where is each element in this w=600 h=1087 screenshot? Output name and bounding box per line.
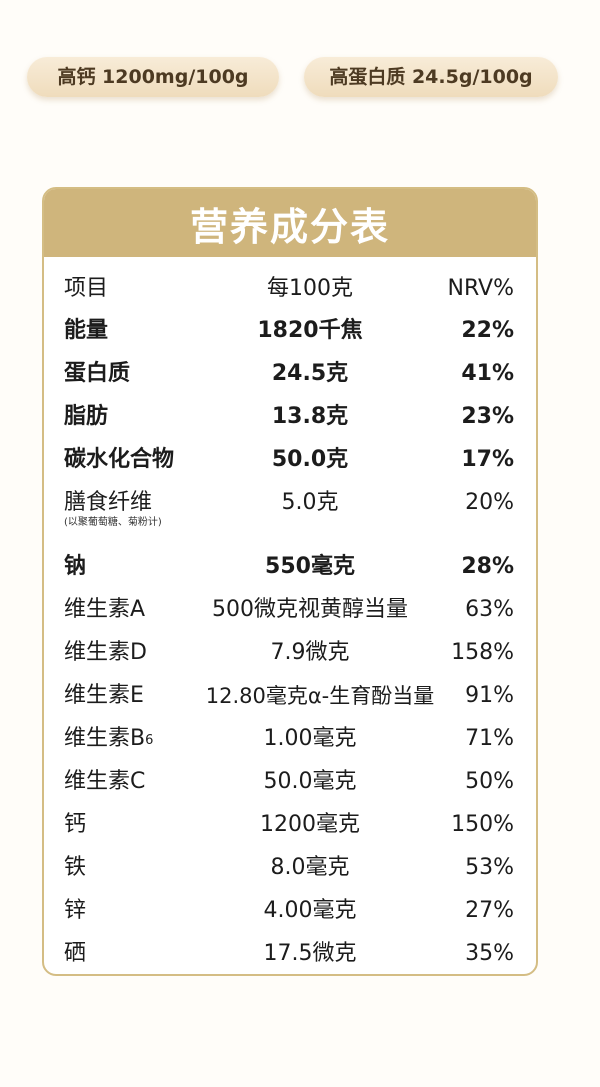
- panel-header: 营养成分表: [44, 189, 536, 257]
- header-nrv: NRV%: [447, 276, 515, 301]
- row-item: 维生素D: [64, 640, 147, 665]
- table-row: 钙 1200毫克 150%: [44, 805, 536, 845]
- table-header-row: 项目 每100克 NRV%: [44, 269, 536, 309]
- row-item-text: 维生素B: [64, 726, 146, 751]
- panel-title: 营养成分表: [189, 204, 390, 249]
- calcium-badge: 高钙 1200mg/100g: [27, 57, 279, 97]
- row-value: 12.80毫克α-生育酚当量: [205, 684, 435, 708]
- row-nrv: 23%: [461, 404, 514, 429]
- row-nrv: 71%: [465, 726, 514, 751]
- nutrition-facts-panel: 营养成分表 项目 每100克 NRV% 能量 1820千焦 22% 蛋白质 24…: [42, 187, 538, 976]
- row-nrv: 53%: [465, 855, 514, 880]
- table-row: 膳食纤维 (以聚葡萄糖、菊粉计) 5.0克 20%: [44, 483, 536, 528]
- table-row: 铁 8.0毫克 53%: [44, 848, 536, 888]
- row-nrv: 20%: [465, 490, 514, 515]
- row-nrv: 17%: [461, 447, 514, 472]
- table-row: 维生素D 7.9微克 158%: [44, 633, 536, 673]
- header-item: 项目: [64, 276, 109, 301]
- row-value: 17.5微克: [263, 941, 357, 966]
- row-item: 硒: [64, 941, 87, 966]
- row-item: 维生素E: [64, 683, 144, 708]
- table-row: 碳水化合物 50.0克 17%: [44, 440, 536, 480]
- row-item: 铁: [64, 855, 87, 880]
- row-value: 24.5克: [271, 361, 349, 386]
- table-row: 维生素B6 1.00毫克 71%: [44, 719, 536, 759]
- row-nrv: 150%: [451, 812, 514, 837]
- row-value: 1820千焦: [257, 318, 363, 343]
- row-item: 膳食纤维: [64, 490, 153, 515]
- row-nrv: 91%: [465, 683, 514, 708]
- row-value: 1.00毫克: [263, 726, 357, 751]
- row-item: 维生素B6: [64, 719, 153, 762]
- row-item: 能量: [64, 318, 109, 343]
- row-item: 脂肪: [64, 404, 109, 429]
- table-row: 脂肪 13.8克 23%: [44, 397, 536, 437]
- row-item: 钠: [64, 554, 87, 579]
- table-row: 钠 550毫克 28%: [44, 547, 536, 587]
- row-nrv: 41%: [461, 361, 514, 386]
- row-value: 1200毫克: [260, 812, 360, 837]
- table-row: 锌 4.00毫克 27%: [44, 891, 536, 931]
- row-value: 13.8克: [271, 404, 349, 429]
- protein-badge: 高蛋白质 24.5g/100g: [304, 57, 558, 97]
- row-value: 50.0克: [271, 447, 349, 472]
- table-row: 蛋白质 24.5克 41%: [44, 354, 536, 394]
- table-row: 维生素C 50.0毫克 50%: [44, 762, 536, 802]
- row-item-subscript: 6: [145, 733, 154, 748]
- row-nrv: 35%: [465, 941, 514, 966]
- row-value: 8.0毫克: [270, 855, 350, 880]
- row-value: 550毫克: [265, 554, 355, 579]
- table-row: 硒 17.5微克 35%: [44, 934, 536, 974]
- row-nrv: 158%: [451, 640, 514, 665]
- row-value: 50.0毫克: [263, 769, 357, 794]
- table-row: 维生素A 500微克视黄醇当量 63%: [44, 590, 536, 630]
- row-nrv: 22%: [461, 318, 514, 343]
- row-nrv: 63%: [465, 597, 514, 622]
- row-value: 500微克视黄醇当量: [212, 597, 408, 622]
- row-value: 4.00毫克: [263, 898, 357, 923]
- row-nrv: 27%: [465, 898, 514, 923]
- row-item: 钙: [64, 812, 87, 837]
- row-item: 维生素A: [64, 597, 146, 622]
- row-value: 7.9微克: [270, 640, 350, 665]
- row-item: 碳水化合物: [64, 447, 175, 472]
- row-item: 锌: [64, 898, 87, 923]
- row-note: (以聚葡萄糖、菊粉计): [64, 517, 162, 528]
- highlight-badges: 高钙 1200mg/100g 高蛋白质 24.5g/100g: [0, 57, 600, 97]
- row-nrv: 28%: [461, 554, 514, 579]
- header-per100: 每100克: [267, 276, 353, 301]
- table-row: 维生素E 12.80毫克α-生育酚当量 91%: [44, 676, 536, 716]
- row-value: 5.0克: [281, 490, 339, 515]
- row-item: 蛋白质: [64, 361, 131, 386]
- row-nrv: 50%: [465, 769, 514, 794]
- table-row: 能量 1820千焦 22%: [44, 311, 536, 351]
- row-item: 维生素C: [64, 769, 146, 794]
